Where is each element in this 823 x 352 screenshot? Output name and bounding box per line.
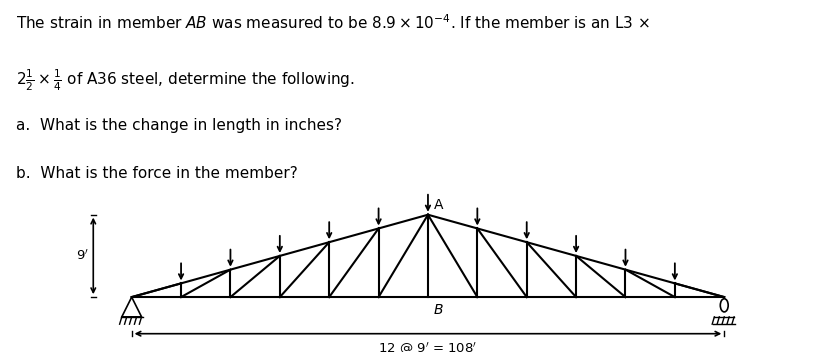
Text: 9$^{\prime}$: 9$^{\prime}$ (76, 249, 89, 263)
Text: $2\frac{1}{2} \times \frac{1}{4}$ of A36 steel, determine the following.: $2\frac{1}{2} \times \frac{1}{4}$ of A36… (16, 68, 356, 93)
Text: B: B (434, 303, 443, 316)
Text: a.  What is the change in length in inches?: a. What is the change in length in inche… (16, 118, 342, 133)
Text: 12 @ 9$^{\prime}$ = 108$^{\prime}$: 12 @ 9$^{\prime}$ = 108$^{\prime}$ (379, 341, 477, 352)
Text: A: A (434, 198, 443, 212)
Text: b.  What is the force in the member?: b. What is the force in the member? (16, 165, 298, 181)
Text: The strain in member $AB$ was measured to be $8.9 \times 10^{-4}$. If the member: The strain in member $AB$ was measured t… (16, 13, 651, 32)
